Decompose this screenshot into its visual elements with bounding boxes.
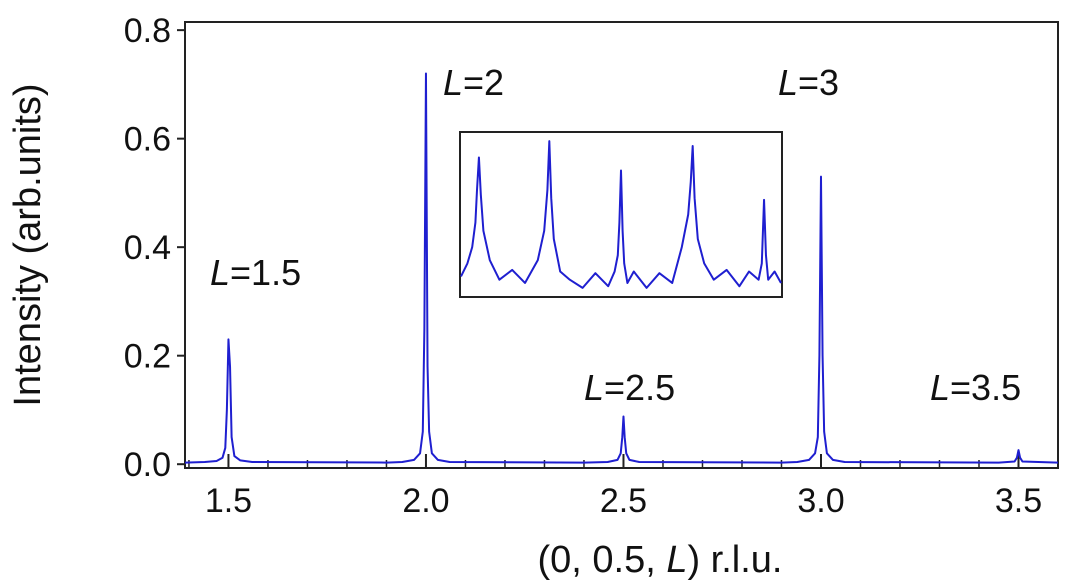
y-tick-label: 0.0 — [124, 446, 171, 484]
peak-label: L=3.5 — [930, 367, 1021, 408]
y-tick-label: 0.4 — [124, 229, 171, 267]
peak-label: L=3 — [778, 62, 839, 103]
peak-label-text: =1.5 — [230, 252, 301, 293]
y-tick-label: 0.8 — [124, 12, 171, 50]
x-tick-label: 1.5 — [205, 482, 252, 520]
x-axis-label-part: L — [666, 539, 687, 581]
peak-label-symbol: L — [210, 252, 230, 293]
x-tick-label: 2.5 — [600, 482, 647, 520]
x-tick-label: 2.0 — [402, 482, 449, 520]
peak-label-text: =3 — [798, 62, 839, 103]
peak-label-text: =3.5 — [950, 367, 1021, 408]
peak-label-symbol: L — [778, 62, 798, 103]
inset-frame — [459, 131, 783, 298]
data-line — [460, 140, 782, 289]
plot-frame — [184, 21, 1059, 469]
x-axis-label-part: ) r.l.u. — [687, 539, 782, 581]
peak-label-symbol: L — [443, 62, 463, 103]
peak-label-text: =2 — [463, 62, 504, 103]
y-tick-label: 0.6 — [124, 121, 171, 159]
x-axis-label-part: (0, 0.5, — [537, 539, 666, 581]
x-tick-label: 3.0 — [797, 482, 844, 520]
peak-label-symbol: L — [930, 367, 950, 408]
peak-label: L=2.5 — [584, 367, 675, 408]
peak-label: L=2 — [443, 62, 504, 103]
data-line — [184, 72, 1059, 464]
x-tick-label: 3.5 — [995, 482, 1042, 520]
peak-label: L=1.5 — [210, 252, 301, 293]
peak-label-text: =2.5 — [604, 367, 675, 408]
y-axis-label: Intensity (arb.units) — [7, 83, 49, 406]
peak-label-symbol: L — [584, 367, 604, 408]
y-tick-label: 0.2 — [124, 338, 171, 376]
x-axis-label: (0, 0.5, L) r.l.u. — [537, 539, 782, 581]
